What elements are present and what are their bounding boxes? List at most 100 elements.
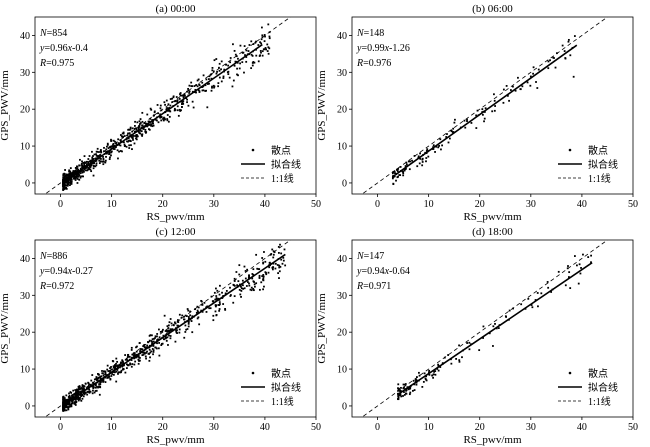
scatter-point xyxy=(79,394,82,397)
scatter-point xyxy=(74,179,77,181)
scatter-point xyxy=(62,403,65,405)
scatter-point xyxy=(80,399,83,402)
scatter-point xyxy=(97,376,100,379)
x-tick-label: 20 xyxy=(158,199,168,210)
scatter-point xyxy=(67,408,70,411)
scatter-point xyxy=(112,366,115,369)
scatter-point xyxy=(104,371,107,374)
scatter-point xyxy=(213,86,215,89)
scatter-point xyxy=(572,75,575,78)
scatter-point xyxy=(192,106,195,109)
scatter-point xyxy=(198,83,200,86)
scatter-point xyxy=(130,349,133,351)
stat-r: R=0.971 xyxy=(356,281,391,292)
scatter-point xyxy=(145,122,148,125)
scatter-point xyxy=(113,148,116,150)
scatter-point xyxy=(239,293,242,296)
scatter-point xyxy=(77,395,79,398)
scatter-point xyxy=(112,144,114,146)
scatter-point xyxy=(421,157,424,160)
scatter-point xyxy=(568,271,571,274)
scatter-point xyxy=(85,167,88,169)
scatter-point xyxy=(576,264,578,267)
scatter-point xyxy=(134,120,136,123)
scatter-point xyxy=(99,377,102,379)
scatter-point xyxy=(198,323,201,326)
scatter-point xyxy=(173,321,176,324)
scatter-point xyxy=(194,88,197,91)
scatter-point xyxy=(175,331,178,334)
scatter-point xyxy=(268,47,271,50)
fit-line xyxy=(394,44,578,176)
scatter-point xyxy=(536,292,539,294)
scatter-point xyxy=(204,84,207,87)
scatter-point xyxy=(93,378,96,381)
x-tick-label: 30 xyxy=(209,199,219,210)
scatter-point xyxy=(168,330,171,333)
scatter-point xyxy=(510,89,512,91)
scatter-point xyxy=(138,126,141,128)
scatter-point xyxy=(166,119,169,122)
y-tick-label: 40 xyxy=(337,31,347,42)
scatter-point xyxy=(69,167,72,170)
fit-line xyxy=(397,262,593,396)
scatter-point xyxy=(549,59,551,62)
scatter-point xyxy=(216,289,219,292)
chart-title: (c) 12:00 xyxy=(155,226,196,238)
scatter-point xyxy=(264,260,267,263)
scatter-point xyxy=(213,59,216,62)
scatter-point xyxy=(178,313,181,316)
scatter-point xyxy=(401,170,404,173)
scatter-point xyxy=(80,162,83,165)
scatter-point xyxy=(92,389,94,392)
scatter-point xyxy=(115,141,118,144)
scatter-point xyxy=(167,329,170,332)
scatter-point xyxy=(137,354,140,357)
scatter-point xyxy=(263,40,266,43)
scatter-point xyxy=(80,169,83,172)
x-tick-label: 30 xyxy=(526,199,536,210)
scatter-point xyxy=(419,157,422,160)
scatter-point xyxy=(150,340,153,343)
scatter-point xyxy=(250,67,253,70)
scatter-point xyxy=(166,114,169,116)
scatter-point xyxy=(235,271,238,273)
scatter-point xyxy=(393,170,396,173)
scatter-point xyxy=(169,328,172,331)
scatter-point xyxy=(94,386,97,389)
scatter-point xyxy=(165,108,168,111)
scatter-point xyxy=(84,392,87,394)
scatter-point xyxy=(254,285,256,288)
scatter-point xyxy=(267,52,270,55)
scatter-point xyxy=(214,304,217,306)
scatter-point xyxy=(82,161,85,164)
scatter-point xyxy=(99,149,102,151)
scatter-point xyxy=(160,344,163,347)
scatter-point xyxy=(531,306,534,309)
scatter-point xyxy=(573,35,576,37)
scatter-point xyxy=(74,393,77,395)
scatter-point xyxy=(424,378,427,381)
x-tick-label: 0 xyxy=(58,422,63,433)
scatter-point xyxy=(65,404,68,407)
scatter-point xyxy=(184,314,187,317)
scatter-point xyxy=(198,91,201,93)
scatter-point xyxy=(488,332,491,335)
scatter-point xyxy=(66,398,69,401)
scatter-point xyxy=(476,109,479,112)
scatter-point xyxy=(222,303,225,305)
scatter-point xyxy=(419,152,421,155)
scatter-point xyxy=(439,366,442,368)
stat-fit-equation: y=0.96x-0.4 xyxy=(39,43,88,54)
scatter-point xyxy=(196,85,199,88)
scatter-point xyxy=(119,134,122,136)
scatter-point xyxy=(141,348,144,351)
scatter-point xyxy=(121,359,124,362)
scatter-point xyxy=(162,328,164,331)
scatter-point xyxy=(265,273,268,276)
scatter-point xyxy=(240,290,243,292)
scatter-point xyxy=(397,168,400,170)
scatter-point xyxy=(217,82,220,85)
scatter-point xyxy=(236,73,238,76)
plot-frame xyxy=(351,239,634,418)
